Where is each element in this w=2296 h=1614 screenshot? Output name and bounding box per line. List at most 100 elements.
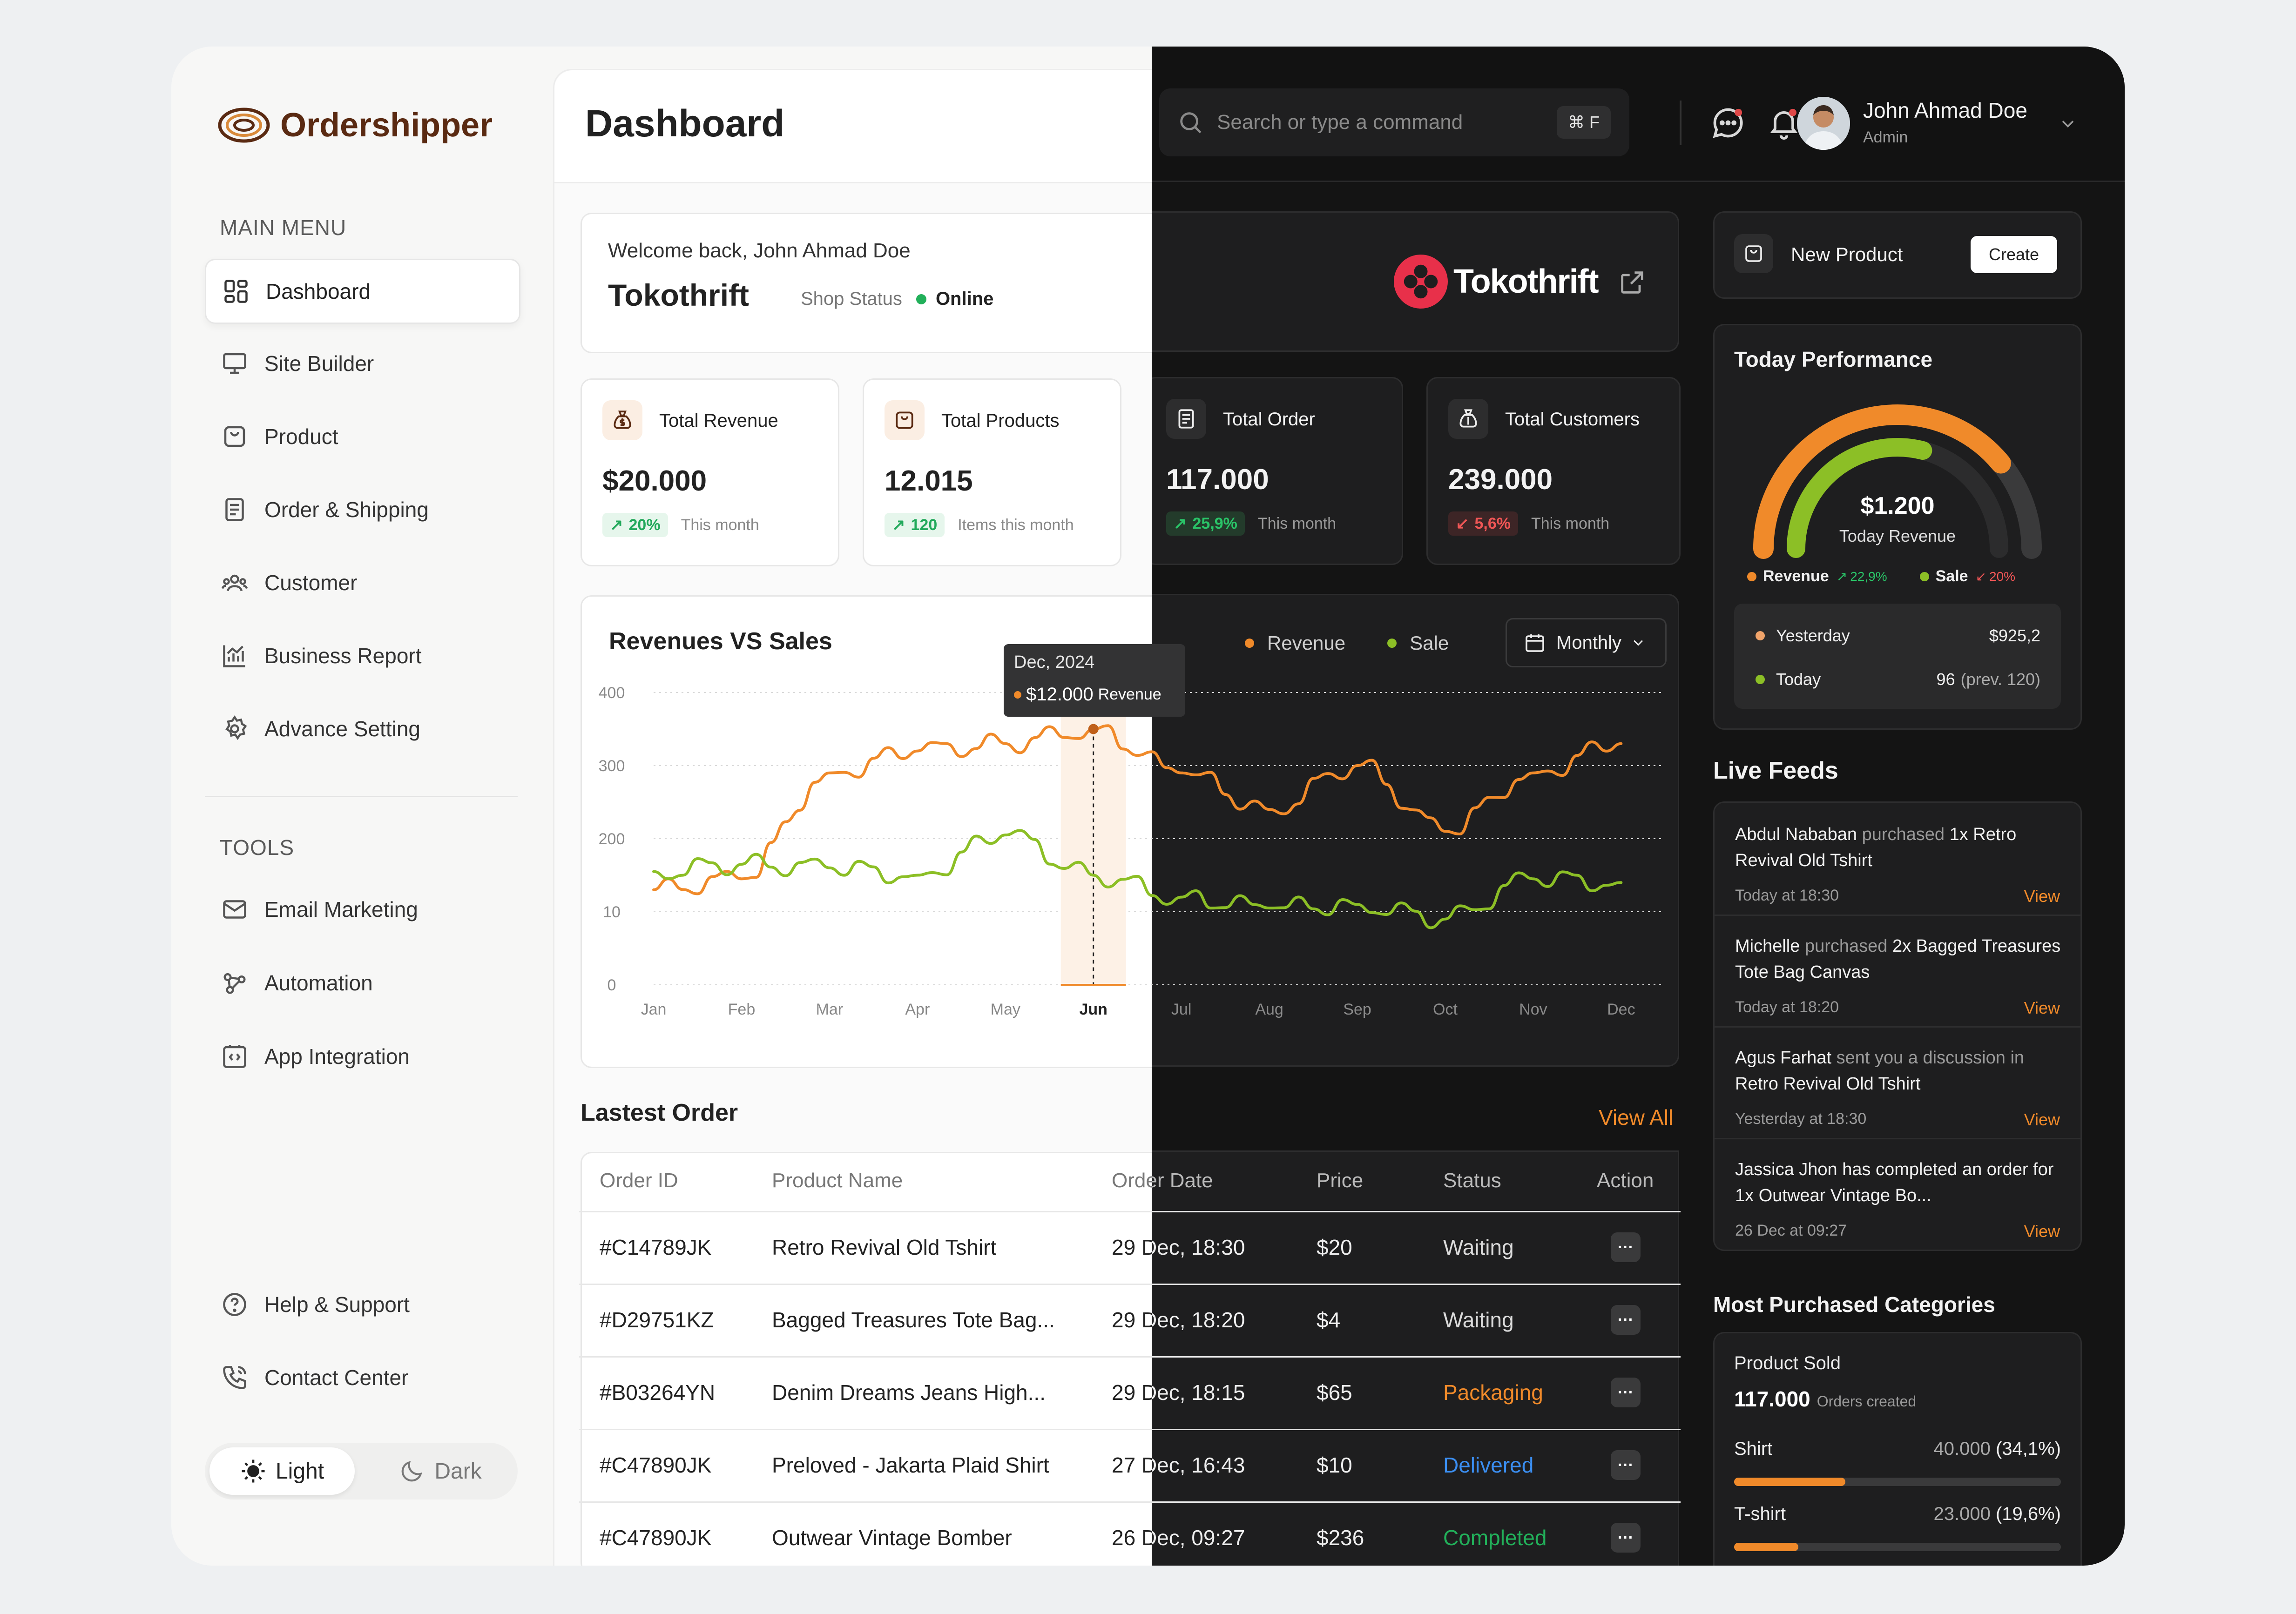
sidebar-item-business-report[interactable]: Business Report (205, 625, 518, 687)
avatar[interactable] (1797, 97, 1850, 150)
price: $20 (1317, 1235, 1352, 1259)
create-button[interactable]: Create (1971, 236, 2057, 273)
stat-card-total-order: Total Order 117.000 ↗ 25,9% This month (1152, 377, 1403, 565)
chevron-down-icon (1630, 634, 1647, 651)
summary-value-today: 96 (prev. 120) (1937, 670, 2040, 689)
sidebar-item-email-marketing[interactable]: Email Marketing (205, 878, 518, 941)
sidebar-item-order-shipping[interactable]: Order & Shipping (205, 478, 518, 541)
feed-verb: purchased (1804, 936, 1888, 956)
revenue-sales-chart: Revenues VS Sales Revenue Sale Monthly 4… (579, 594, 1696, 1064)
sidebar-item-label: Order & Shipping (264, 498, 429, 522)
view-all-link[interactable]: View All (1599, 1105, 1674, 1130)
category-count: 40.000 (1933, 1439, 1991, 1459)
stat-note: This month (681, 516, 759, 534)
more-options-button[interactable]: ··· (1611, 1305, 1641, 1335)
arrow-down-icon: ↙ (1975, 569, 1987, 584)
feed-view-link[interactable]: View (2024, 887, 2060, 906)
status-badge: Completed (1443, 1526, 1547, 1550)
category-bar-track (1734, 1478, 2061, 1486)
category-name: T-shirt (1734, 1504, 1786, 1524)
summary-label: Today (1776, 670, 1821, 689)
feed-view-link[interactable]: View (2024, 998, 2060, 1017)
chat-icon[interactable] (1710, 105, 1746, 143)
chevron-down-icon[interactable] (2058, 114, 2078, 136)
column-header[interactable]: Price (1317, 1169, 1364, 1192)
column-header[interactable]: Order Date (1112, 1169, 1213, 1192)
search-bar[interactable]: Search or type a command ⌘ F (1159, 88, 1629, 156)
automation-icon (220, 968, 250, 998)
x-tick-label: Jun (1079, 1001, 1107, 1018)
stat-change-row: ↙ 5,6% This month (1448, 511, 1609, 536)
highlight-point (1088, 724, 1099, 734)
categories-card: Product Sold 117.000 Orders created Shir… (1713, 1332, 2082, 1566)
product-name: Retro Revival Old Tshirt (772, 1235, 997, 1259)
sidebar-item-dashboard[interactable]: Dashboard (205, 259, 520, 324)
table-row[interactable]: #C14789JK Retro Revival Old Tshirt 29 Dec,… (579, 1211, 1681, 1285)
stat-change-row: ↗ 120 Items this month (885, 513, 1074, 537)
bag-icon (1734, 234, 1773, 273)
bell-icon[interactable] (1766, 105, 1802, 143)
sidebar-item-site-builder[interactable]: Site Builder (205, 332, 518, 395)
more-options-button[interactable]: ··· (1611, 1232, 1641, 1262)
feed-verb: sent you a discussion in (1836, 1048, 2025, 1068)
table-row[interactable]: #C47890JK Outwear Vintage Bomber 26 Dec, 0… (579, 1501, 1681, 1566)
column-header[interactable]: Order ID (600, 1169, 678, 1192)
feed-view-link[interactable]: View (2024, 1222, 2060, 1241)
column-header[interactable]: Status (1443, 1169, 1501, 1192)
sidebar-item-product[interactable]: Product (205, 405, 518, 468)
today-performance-card: Today Performance $1.200 Today Revenue R… (1713, 324, 2082, 730)
search-input[interactable]: Search or type a command (1217, 111, 1463, 134)
sidebar-item-automation[interactable]: Automation (205, 952, 518, 1014)
feed-view-link[interactable]: View (2024, 1110, 2060, 1129)
legend-dot-revenue (1747, 572, 1756, 581)
stat-change-value: 20% (628, 516, 661, 534)
sidebar-item-advance-setting[interactable]: Advance Setting (205, 698, 518, 760)
sidebar-item-label: App Integration (264, 1044, 410, 1069)
more-options-button[interactable]: ··· (1611, 1378, 1641, 1407)
dashboard-icon (221, 276, 251, 306)
legend-dot-revenue (1245, 639, 1254, 648)
x-tick-label: Nov (1519, 1001, 1547, 1018)
brand[interactable]: Ordershipper (218, 106, 493, 144)
table-row[interactable]: #C47890JK Preloved - Jakarta Plaid Shirt 2… (579, 1429, 1681, 1503)
live-feeds-card: Abdul Nababan purchased 1x Retro Revival… (1713, 801, 2082, 1251)
status-badge: Packaging (1443, 1380, 1543, 1405)
user-name: John Ahmad Doe (1863, 98, 2027, 122)
order-date: 27 Dec, 16:43 (1112, 1453, 1245, 1477)
column-header[interactable]: Action (1597, 1169, 1654, 1192)
table-row[interactable]: #B03264YN Denim Dreams Jeans High... 29 De… (579, 1356, 1681, 1430)
external-link-icon[interactable] (1617, 268, 1647, 300)
performance-legend: Revenue ↗ 22,9% Sale ↙ 20% (1747, 567, 2015, 585)
sidebar-item-app-integration[interactable]: App Integration (205, 1025, 518, 1088)
dot-green (1756, 675, 1765, 684)
gauge-revenue-arc (1753, 404, 2042, 559)
sidebar-item-contact-center[interactable]: Contact Center (205, 1346, 518, 1409)
stat-change-row: ↗ 20% This month (602, 513, 759, 537)
feed-actor: Jassica Jhon (1735, 1160, 1837, 1179)
shop-status-label: Shop Status (801, 289, 902, 309)
feed-item: Abdul Nababan purchased 1x Retro Revival… (1715, 803, 2080, 916)
theme-light-button[interactable]: Light (209, 1447, 355, 1495)
feed-text: Michelle purchased 2x Bagged Treasures T… (1735, 933, 2061, 985)
sidebar-item-help-support[interactable]: Help & Support (205, 1273, 518, 1336)
feed-object: 1x Retro Revival Old Tshirt (1735, 825, 2017, 870)
order-id: #B03264YN (600, 1380, 716, 1405)
x-tick-label: Aug (1255, 1001, 1283, 1018)
more-options-button[interactable]: ··· (1611, 1523, 1641, 1553)
more-options-button[interactable]: ··· (1611, 1450, 1641, 1480)
sidebar-item-customer[interactable]: Customer (205, 551, 518, 614)
monthly-dropdown[interactable]: Monthly (1506, 618, 1667, 667)
sidebar-item-label: Email Marketing (264, 897, 418, 921)
legend-change: 20% (1989, 569, 2016, 584)
summary-label: Yesterday (1776, 626, 1850, 645)
stat-label: Total Revenue (659, 410, 778, 431)
feed-item: Agus Farhat sent you a discussion in Ret… (1715, 1026, 2080, 1139)
category-percent: (19,6%) (1995, 1504, 2061, 1524)
table-row[interactable]: #D29751KZ Bagged Treasures Tote Bag... 29 … (579, 1284, 1681, 1358)
column-header[interactable]: Product Name (772, 1169, 903, 1192)
theme-toggle: Light Dark (205, 1443, 518, 1500)
sidebar-item-label: Help & Support (264, 1292, 410, 1317)
page-title: Dashboard (585, 102, 785, 145)
shop-status: Shop Status Online (801, 289, 993, 309)
theme-dark-button[interactable]: Dark (368, 1447, 513, 1495)
